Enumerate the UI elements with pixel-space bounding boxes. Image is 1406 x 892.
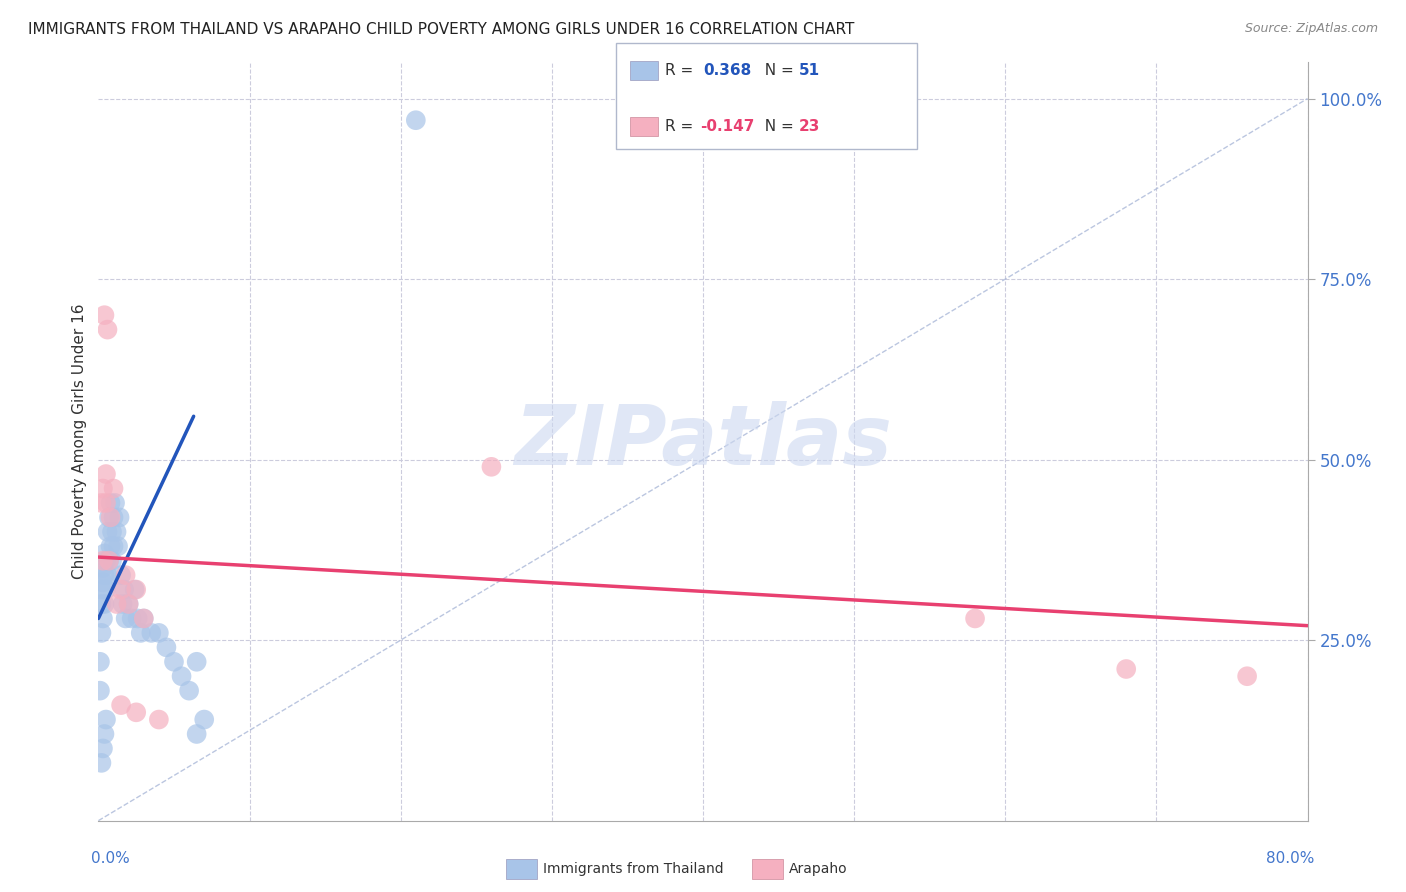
Point xyxy=(91,561,114,575)
Point xyxy=(127,611,149,625)
Text: Arapaho: Arapaho xyxy=(789,862,848,876)
Point xyxy=(100,510,122,524)
Text: 0.0%: 0.0% xyxy=(91,851,131,865)
Point xyxy=(107,539,129,553)
Point xyxy=(111,597,134,611)
Y-axis label: Child Poverty Among Girls Under 16: Child Poverty Among Girls Under 16 xyxy=(72,304,87,579)
Text: Immigrants from Thailand: Immigrants from Thailand xyxy=(543,862,723,876)
Point xyxy=(101,554,124,568)
Point xyxy=(125,706,148,720)
Point xyxy=(94,713,117,727)
Text: N =: N = xyxy=(755,63,799,78)
Point xyxy=(481,459,503,474)
Point xyxy=(93,546,115,560)
Point xyxy=(103,482,125,496)
Point xyxy=(105,524,128,539)
Point xyxy=(132,611,155,625)
Point xyxy=(91,554,114,568)
Point xyxy=(90,582,112,597)
Text: -0.147: -0.147 xyxy=(700,120,755,134)
Point xyxy=(93,597,115,611)
Point xyxy=(110,582,132,597)
Point xyxy=(91,575,114,590)
Point xyxy=(179,683,201,698)
Point xyxy=(186,655,208,669)
Point xyxy=(114,611,136,625)
Point xyxy=(94,467,117,481)
Point xyxy=(101,524,124,539)
Point xyxy=(100,539,122,553)
Point xyxy=(98,554,121,568)
Point xyxy=(96,568,118,582)
Point xyxy=(91,482,114,496)
Point xyxy=(163,655,186,669)
Point xyxy=(94,496,117,510)
Point xyxy=(96,323,118,337)
Point xyxy=(124,582,146,597)
Point xyxy=(103,539,125,553)
Text: N =: N = xyxy=(755,120,799,134)
Point xyxy=(98,554,121,568)
Point xyxy=(114,568,136,582)
Point xyxy=(118,597,141,611)
Point xyxy=(90,597,112,611)
Point xyxy=(148,626,170,640)
Point xyxy=(105,597,128,611)
Point xyxy=(405,113,427,128)
Point xyxy=(965,611,987,625)
Point xyxy=(90,626,112,640)
Text: R =: R = xyxy=(665,120,699,134)
Point xyxy=(93,308,115,322)
Point xyxy=(93,727,115,741)
Point xyxy=(110,568,132,582)
Point xyxy=(90,756,112,770)
Point xyxy=(125,582,148,597)
Point xyxy=(1115,662,1137,676)
Point xyxy=(91,611,114,625)
Point xyxy=(121,611,143,625)
Point xyxy=(90,496,112,510)
Point xyxy=(132,611,155,625)
Point xyxy=(103,510,125,524)
Point xyxy=(129,626,152,640)
Point xyxy=(170,669,193,683)
Text: R =: R = xyxy=(665,63,703,78)
Point xyxy=(186,727,208,741)
Point xyxy=(91,741,114,756)
Point xyxy=(110,698,132,712)
Text: 0.368: 0.368 xyxy=(703,63,751,78)
Point xyxy=(89,655,111,669)
Point xyxy=(94,554,117,568)
Text: IMMIGRANTS FROM THAILAND VS ARAPAHO CHILD POVERTY AMONG GIRLS UNDER 16 CORRELATI: IMMIGRANTS FROM THAILAND VS ARAPAHO CHIL… xyxy=(28,22,855,37)
Point xyxy=(98,510,121,524)
Text: Source: ZipAtlas.com: Source: ZipAtlas.com xyxy=(1244,22,1378,36)
Point xyxy=(112,582,135,597)
Point xyxy=(94,582,117,597)
Point xyxy=(118,597,141,611)
Point xyxy=(93,568,115,582)
Point xyxy=(193,713,215,727)
Point xyxy=(104,496,127,510)
Point xyxy=(148,713,170,727)
Point xyxy=(1236,669,1258,683)
Point xyxy=(100,496,122,510)
Point xyxy=(96,524,118,539)
Point xyxy=(108,510,131,524)
Text: 80.0%: 80.0% xyxy=(1267,851,1315,865)
Text: 23: 23 xyxy=(799,120,820,134)
Point xyxy=(155,640,177,655)
Point xyxy=(89,683,111,698)
Text: 51: 51 xyxy=(799,63,820,78)
Point xyxy=(141,626,163,640)
Text: ZIPatlas: ZIPatlas xyxy=(515,401,891,482)
